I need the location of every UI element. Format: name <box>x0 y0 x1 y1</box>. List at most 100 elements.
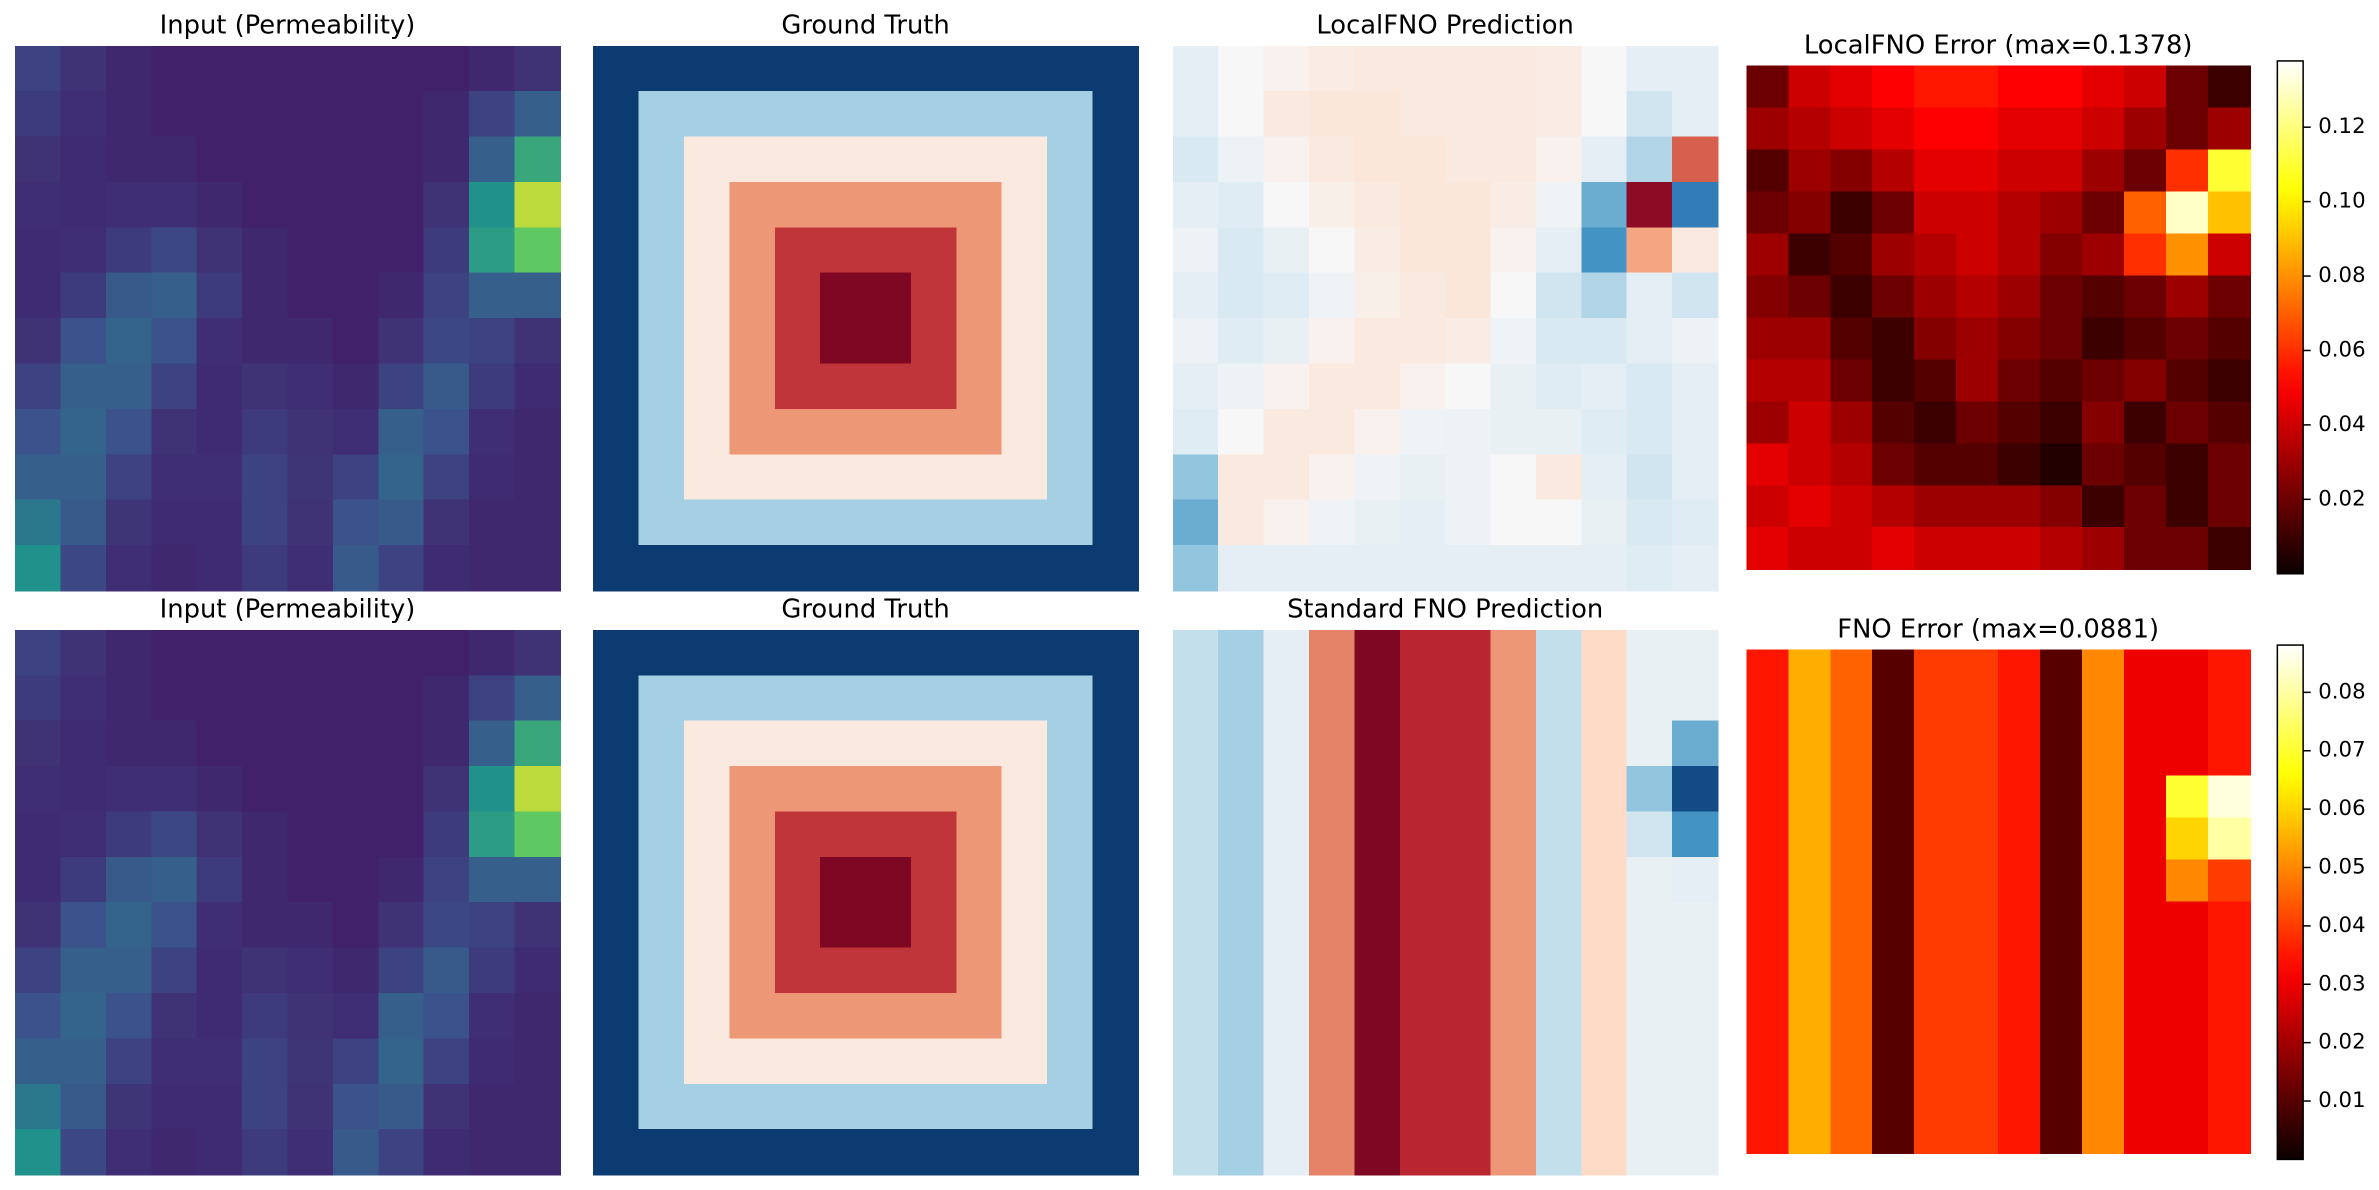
heatmap-cell <box>865 454 912 501</box>
heatmap-cell <box>1914 733 1958 777</box>
heatmap-cell <box>287 454 334 501</box>
heatmap-cell <box>1490 629 1537 677</box>
heatmap-cell <box>1445 272 1492 320</box>
heatmap-cell <box>105 408 153 456</box>
colorbar-tick-label: 0.06 <box>2318 796 2365 821</box>
heatmap-cell <box>423 1083 470 1131</box>
heatmap-cell <box>105 675 153 722</box>
heatmap-cell <box>1218 227 1265 274</box>
heatmap-cell <box>423 454 470 501</box>
heatmap-cell <box>378 136 425 183</box>
heatmap-cell <box>865 272 912 320</box>
heatmap-cell <box>1672 856 1719 904</box>
heatmap-cell <box>105 272 153 320</box>
heatmap-cell <box>593 181 640 229</box>
heatmap-cell <box>865 45 912 93</box>
heatmap-cell <box>1354 1083 1401 1131</box>
heatmap-cell <box>1445 454 1492 501</box>
heatmap-cell <box>1047 545 1094 592</box>
heatmap-cell <box>1581 363 1628 410</box>
heatmap-cell <box>774 136 822 183</box>
heatmap-cell <box>1914 65 1958 109</box>
heatmap-cell <box>1001 993 1049 1040</box>
heatmap-cell <box>956 766 1003 813</box>
heatmap-cell <box>469 91 516 138</box>
heatmap-cell <box>820 1129 867 1176</box>
heatmap-cell <box>1672 545 1719 592</box>
heatmap-cell <box>423 136 470 183</box>
heatmap-cell <box>1914 527 1958 571</box>
heatmap-cell <box>1535 947 1583 994</box>
heatmap-cell <box>2124 527 2167 571</box>
heatmap-cell <box>1218 91 1265 138</box>
heatmap-cell <box>1535 408 1583 456</box>
heatmap-cell <box>593 1083 640 1131</box>
heatmap-cell <box>774 629 822 677</box>
heatmap-cell <box>1998 817 2042 861</box>
heatmap-cell <box>1218 272 1265 320</box>
heatmap-cell <box>1092 408 1139 456</box>
heatmap-cell <box>2082 733 2126 777</box>
heatmap-cell <box>1218 856 1265 904</box>
heatmap-cell <box>729 947 776 994</box>
heatmap-cell <box>332 720 380 767</box>
heatmap-cell <box>1490 454 1537 501</box>
heatmap-cell <box>105 91 153 138</box>
heatmap-cell <box>2124 233 2167 277</box>
heatmap-cell <box>105 363 153 410</box>
heatmap-cell <box>684 856 731 904</box>
heatmap-cell <box>1354 45 1401 93</box>
heatmap-cell <box>2082 191 2126 235</box>
heatmap-cell <box>1354 766 1401 813</box>
heatmap-cell <box>469 1129 516 1176</box>
heatmap-cell <box>729 811 776 858</box>
heatmap-cell <box>1581 675 1628 722</box>
heatmap-cell <box>514 272 561 320</box>
heatmap-cell <box>910 91 958 138</box>
heatmap-cell <box>151 902 198 949</box>
heatmap-cell <box>956 454 1003 501</box>
heatmap-cell <box>332 363 380 410</box>
heatmap-cell <box>1490 272 1537 320</box>
heatmap-cell <box>2124 985 2167 1029</box>
colorbar-tick-label: 0.10 <box>2318 189 2365 214</box>
heatmap-cell <box>287 811 334 858</box>
heatmap-cell <box>593 629 640 677</box>
heatmap-cell <box>1490 947 1537 994</box>
heatmap-cell <box>242 1083 289 1131</box>
heatmap-cell <box>242 811 289 858</box>
heatmap-cell <box>2082 817 2126 861</box>
heatmap-cell <box>684 454 731 501</box>
heatmap-cell <box>820 318 867 365</box>
heatmap-cell <box>910 318 958 365</box>
heatmap <box>1172 629 1719 1176</box>
heatmap-cell <box>378 993 425 1040</box>
heatmap-cell <box>820 181 867 229</box>
heatmap-cell <box>1263 856 1310 904</box>
heatmap-cell <box>2166 275 2209 319</box>
heatmap-cell <box>469 720 516 767</box>
heatmap-cell <box>1535 1129 1583 1176</box>
heatmap-cell <box>1914 859 1958 903</box>
heatmap-cell <box>1746 317 1790 361</box>
heatmap-cell <box>332 629 380 677</box>
heatmap-cell <box>196 629 244 677</box>
heatmap-cell <box>910 766 958 813</box>
heatmap-cell <box>593 766 640 813</box>
heatmap-cell <box>514 545 561 592</box>
heatmap-cell <box>15 454 62 501</box>
heatmap-cell <box>2166 233 2209 277</box>
heatmap-cell <box>956 408 1003 456</box>
heatmap-cell <box>151 45 198 93</box>
heatmap-cell <box>1490 856 1537 904</box>
heatmap-cell <box>2166 485 2209 529</box>
heatmap-cell <box>956 136 1003 183</box>
heatmap-cell <box>287 675 334 722</box>
heatmap-cell <box>956 1083 1003 1131</box>
heatmap-cell <box>774 766 822 813</box>
heatmap-cell <box>423 45 470 93</box>
heatmap-cell <box>820 629 867 677</box>
heatmap-cell <box>1218 408 1265 456</box>
heatmap-cell <box>2082 901 2126 945</box>
panel-title: Ground Truth <box>781 11 949 41</box>
